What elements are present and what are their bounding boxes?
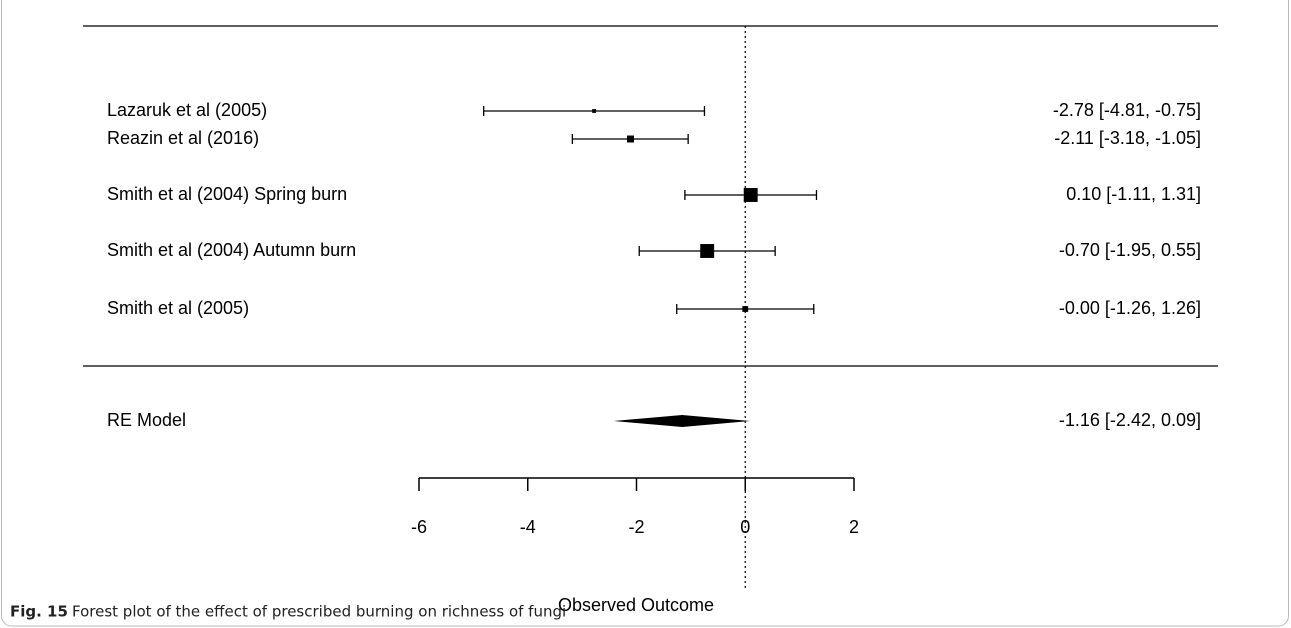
study-label: Smith et al (2004) Spring burn: [107, 184, 347, 204]
study-label: Lazaruk et al (2005): [107, 100, 267, 120]
effect-label: 0.10 [-1.11, 1.31]: [1066, 184, 1201, 204]
estimate-square: [592, 109, 596, 113]
study-label: Smith et al (2004) Autumn burn: [107, 240, 356, 260]
summary-effect-label: -1.16 [-2.42, 0.09]: [1059, 410, 1201, 430]
x-tick-label: 2: [849, 517, 859, 537]
caption-label: Fig. 15: [10, 603, 68, 621]
summary-label: RE Model: [107, 410, 186, 430]
x-axis-label: Observed Outcome: [558, 595, 714, 615]
estimate-square: [743, 188, 758, 202]
x-tick-label: -2: [628, 517, 644, 537]
effect-label: -0.70 [-1.95, 0.55]: [1059, 240, 1201, 260]
effect-label: -0.00 [-1.26, 1.26]: [1059, 298, 1201, 318]
study-label: Reazin et al (2016): [107, 128, 259, 148]
x-tick-label: -6: [411, 517, 427, 537]
summary-diamond: [613, 415, 751, 427]
estimate-square: [742, 306, 749, 312]
caption-text: Forest plot of the effect of prescribed …: [72, 603, 566, 621]
estimate-square: [700, 244, 715, 258]
study-label: Smith et al (2005): [107, 298, 249, 318]
effect-label: -2.11 [-3.18, -1.05]: [1054, 128, 1201, 148]
estimate-square: [627, 135, 634, 143]
x-tick-label: 0: [740, 517, 750, 537]
x-tick-label: -4: [520, 517, 536, 537]
effect-label: -2.78 [-4.81, -0.75]: [1053, 100, 1201, 120]
